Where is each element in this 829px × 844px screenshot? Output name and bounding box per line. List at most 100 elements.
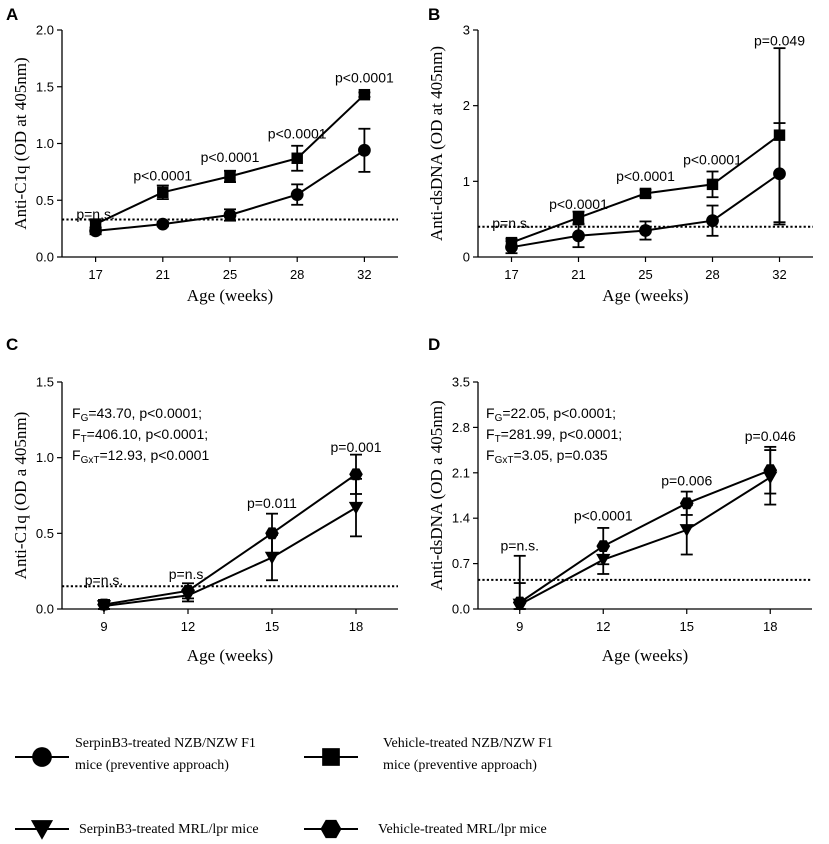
data-point [89, 224, 102, 238]
p-value-annotation: p=n.s. [500, 537, 539, 553]
legend: SerpinB3-treated NZB/NZW F1 mice (prevent… [15, 736, 553, 840]
f-subscript: G [81, 413, 89, 424]
legend-item: SerpinB3-treated MRL/lpr mice [15, 820, 259, 840]
data-point [596, 553, 611, 567]
data-point [706, 178, 719, 191]
panel-c: C 0.0 0.5 1.0 1.5 9 12 15 18 Age (weeks) Anti-C1q … [6, 335, 398, 665]
f-letter: F [72, 405, 81, 421]
x-axis-label: Age (weeks) [187, 646, 273, 665]
y-tick-label: 2.0 [36, 23, 54, 38]
data-point [96, 600, 112, 613]
p-value-annotation: p=0.049 [754, 33, 805, 49]
data-point [706, 214, 719, 228]
series-line [103, 506, 357, 607]
legend-label: mice (preventive approach) [75, 758, 229, 773]
data-point [639, 187, 652, 200]
x-tick-label: 15 [680, 619, 694, 634]
f-value: =22.05, p<0.0001; [502, 405, 616, 421]
data-point [358, 143, 371, 157]
legend-label: Vehicle-treated MRL/lpr mice [378, 822, 547, 837]
panel-letter: A [6, 5, 18, 24]
f-subscript: G [495, 413, 503, 424]
p-value-annotation: p=n.s. [85, 572, 124, 588]
panel-b: B 0 1 2 3 17 21 25 28 32 Age (weeks) Anti-dsDNA (OD… [427, 5, 813, 305]
p-value-annotation: p=0.046 [745, 428, 796, 444]
p-value-annotation: p=n.s. [169, 566, 208, 582]
x-tick-label: 21 [571, 267, 585, 282]
f-statistic: FT=406.10, p<0.0001; [72, 426, 208, 445]
p-value-annotation: p<0.0001 [683, 151, 742, 167]
y-tick-label: 0.0 [36, 250, 54, 265]
y-tick-label: 2.8 [452, 420, 470, 435]
y-tick-label: 0 [463, 250, 470, 265]
data-point [223, 208, 237, 222]
y-tick-label: 0.0 [452, 602, 470, 617]
x-tick-label: 25 [223, 267, 237, 282]
legend-marker [320, 819, 342, 839]
y-tick-label: 0.0 [36, 602, 54, 617]
y-tick-label: 1.5 [36, 79, 54, 94]
data-point [572, 211, 585, 224]
data-point [157, 186, 169, 199]
legend-marker [322, 748, 340, 766]
p-value-annotation: p<0.0001 [616, 168, 675, 184]
p-value-annotation: p=n.s. [492, 215, 531, 231]
panel-a: A 0.0 0.5 1.0 1.5 2.0 17 21 25 28 32 Age (weeks) Ant… [6, 5, 398, 305]
p-value-annotation: p<0.0001 [201, 149, 260, 165]
y-axis-label: Anti-dsDNA (OD a 405nm) [427, 400, 446, 590]
y-tick-label: 0.5 [36, 193, 54, 208]
y-axis-label: Anti-C1q (OD at 405nm) [11, 57, 30, 229]
legend-marker [32, 747, 52, 767]
f-value: =43.70, p<0.0001; [88, 405, 202, 421]
data-point [773, 167, 786, 181]
f-letter: F [486, 447, 495, 463]
p-value-annotation: p<0.0001 [549, 196, 608, 212]
data-point [156, 217, 170, 231]
data-point [291, 152, 303, 164]
f-subscript: T [495, 434, 501, 445]
p-value-annotation: p<0.0001 [133, 167, 192, 183]
y-tick-label: 0.7 [452, 556, 470, 571]
p-value-annotation: p=0.006 [661, 473, 712, 489]
f-value: =12.93, p<0.0001 [99, 447, 209, 463]
x-tick-label: 17 [88, 267, 102, 282]
x-tick-label: 32 [357, 267, 371, 282]
p-value-annotation: p<0.0001 [335, 70, 394, 86]
x-tick-label: 15 [265, 619, 279, 634]
f-value: =281.99, p<0.0001; [501, 426, 622, 442]
x-tick-label: 21 [156, 267, 170, 282]
data-point [679, 524, 694, 537]
data-point [180, 589, 196, 603]
p-value-annotation: p<0.0001 [268, 125, 327, 141]
legend-label: SerpinB3-treated NZB/NZW F1 [75, 736, 256, 751]
y-tick-label: 1.5 [36, 375, 54, 390]
data-point [89, 218, 102, 230]
data-point [679, 497, 694, 510]
y-tick-label: 1 [463, 174, 470, 189]
x-axis-label: Age (weeks) [602, 286, 688, 305]
x-tick-label: 32 [772, 267, 786, 282]
x-tick-label: 28 [705, 267, 719, 282]
x-tick-label: 12 [181, 619, 195, 634]
f-value: =3.05, p=0.035 [513, 447, 607, 463]
y-tick-label: 1.4 [452, 511, 470, 526]
legend-item: Vehicle-treated MRL/lpr mice [304, 819, 547, 839]
p-value-annotation: p=0.001 [331, 439, 382, 455]
f-statistic: FGxT=3.05, p=0.035 [486, 447, 608, 466]
f-statistic: FG=43.70, p<0.0001; [72, 405, 202, 424]
panel-letter: D [428, 335, 440, 354]
data-point [264, 551, 280, 565]
series-line [519, 476, 771, 606]
x-tick-label: 28 [290, 267, 304, 282]
legend-label: mice (preventive approach) [383, 758, 537, 773]
legend-item: SerpinB3-treated NZB/NZW F1 mice (prevent… [15, 736, 256, 773]
x-tick-label: 9 [100, 619, 107, 634]
p-value-annotation: p=n.s. [76, 206, 115, 222]
f-statistic: FGxT=12.93, p<0.0001 [72, 447, 209, 466]
f-letter: F [486, 405, 495, 421]
legend-marker [30, 820, 54, 840]
f-letter: F [72, 447, 81, 463]
data-point [505, 240, 518, 254]
x-tick-label: 18 [349, 619, 363, 634]
